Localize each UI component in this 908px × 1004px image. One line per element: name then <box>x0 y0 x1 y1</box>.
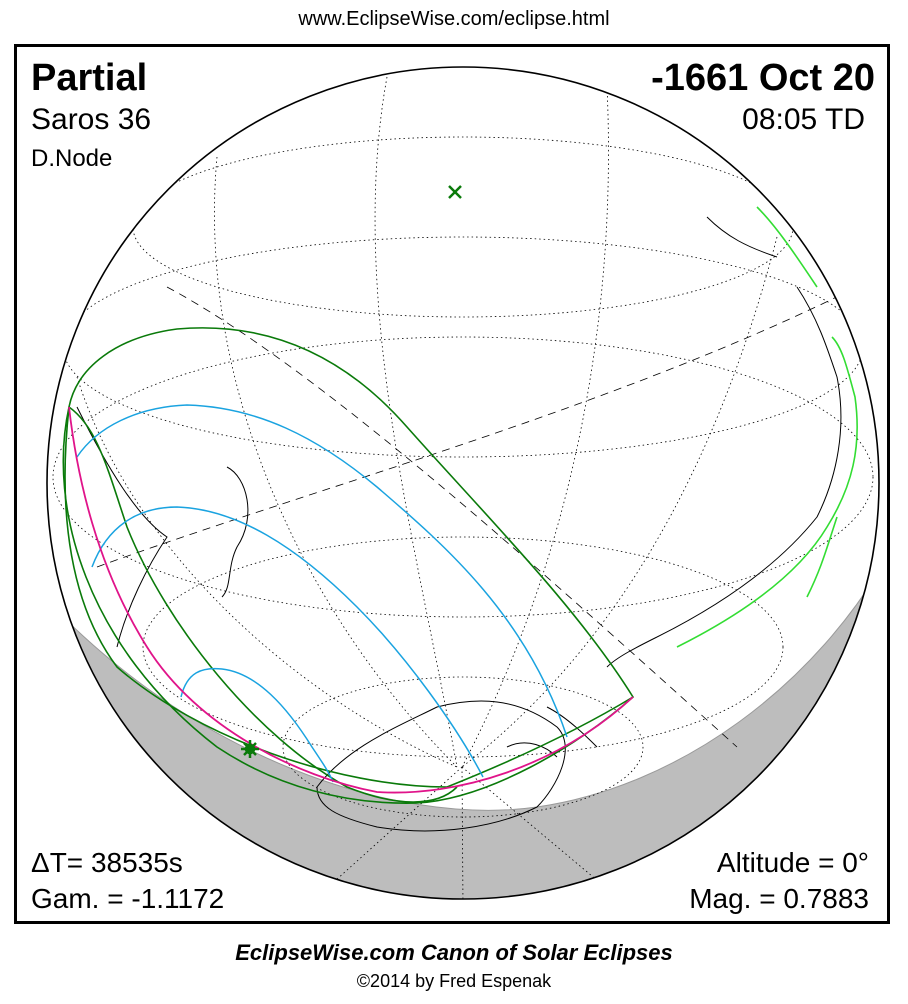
canon-title: EclipseWise.com Canon of Solar Eclipses <box>235 940 673 965</box>
terminator <box>47 546 879 811</box>
greatest-eclipse-asterisk-icon <box>241 740 259 758</box>
delta-t: ΔT= 38535s <box>31 847 183 878</box>
eclipse-map-panel: Partial -1661 Oct 20 Saros 36 08:05 TD D… <box>14 44 890 924</box>
globe-outline <box>46 66 880 900</box>
saros-number: Saros 36 <box>31 103 152 136</box>
eclipse-time: 08:05 TD <box>742 103 865 136</box>
highlighted-coast <box>676 206 858 648</box>
magnitude-curves <box>76 404 568 783</box>
limit-curves <box>62 327 635 804</box>
subsolar-point-x-icon <box>448 185 462 199</box>
altitude-value: Altitude = 0° <box>716 847 869 878</box>
source-url: www.EclipseWise.com/eclipse.html <box>298 8 610 30</box>
globe-disc <box>47 67 879 899</box>
gamma-value: Gam. = -1.1172 <box>31 883 225 914</box>
globe-map <box>46 66 880 900</box>
eclipse-type: Partial <box>31 57 148 99</box>
ecliptic-lines <box>96 286 858 748</box>
eclipse-node: D.Node <box>31 145 113 172</box>
copyright: ©2014 by Fred Espenak <box>356 971 552 991</box>
eclipse-date: -1661 Oct 20 <box>651 57 875 99</box>
magnitude-value: Mag. = 0.7883 <box>689 883 869 914</box>
